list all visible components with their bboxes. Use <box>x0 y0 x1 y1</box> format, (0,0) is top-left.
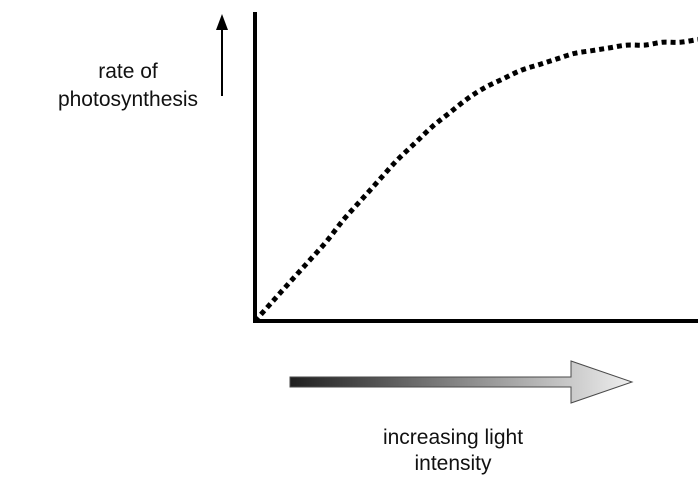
y-axis-label-group: rate of photosynthesis <box>58 14 228 111</box>
x-axis-label-line-2: intensity <box>414 452 492 475</box>
y-axis-label-line-2: photosynthesis <box>58 88 198 111</box>
data-series <box>253 36 698 323</box>
y-axis-label-line-1: rate of <box>98 60 158 83</box>
up-arrow-icon <box>216 14 228 30</box>
series-line-0 <box>253 36 698 323</box>
light-intensity-gradient-arrow <box>289 360 634 404</box>
gradient-arrow-icon <box>289 360 634 404</box>
x-axis-label-line-1: increasing light <box>383 426 523 449</box>
x-axis-label-group: increasing light intensity <box>383 426 523 475</box>
